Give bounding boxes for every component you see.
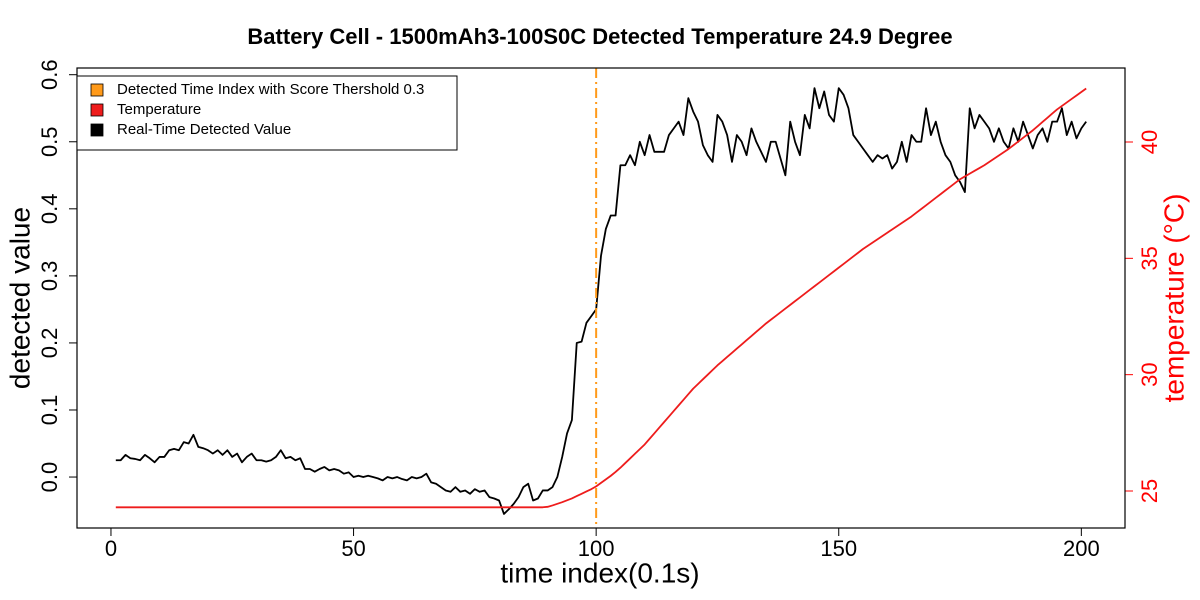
legend-swatch (90, 123, 104, 137)
y-tick-label: 0.3 (37, 261, 62, 292)
legend-label: Temperature (117, 101, 201, 118)
y2-tick-label: 30 (1137, 362, 1162, 386)
x-axis-label: time index(0.1s) (500, 557, 699, 588)
plot-frame (76, 67, 1126, 529)
series-line (115, 87, 1087, 515)
y-tick-label: 0.0 (37, 462, 62, 493)
series-line (115, 87, 1087, 509)
y2-axis-label: temperature (°C) (1158, 194, 1189, 403)
legend-box (76, 75, 458, 151)
y-tick-label: 0.5 (37, 126, 62, 157)
y-tick-label: 0.4 (37, 194, 62, 225)
x-tick-label: 100 (578, 536, 615, 561)
y-tick-label: 0.2 (37, 328, 62, 359)
legend-label: Detected Time Index with Score Thershold… (117, 81, 424, 98)
legend-swatch (90, 83, 104, 97)
legend-label: Real-Time Detected Value (117, 121, 291, 138)
x-tick-label: 200 (1063, 536, 1100, 561)
chart-title: Battery Cell - 1500mAh3-100S0C Detected … (247, 24, 952, 49)
y-tick-label: 0.6 (37, 59, 62, 90)
y2-tick-label: 40 (1137, 130, 1162, 154)
y2-tick-label: 25 (1137, 479, 1162, 503)
legend-swatch (90, 103, 104, 117)
x-tick-label: 50 (341, 536, 365, 561)
y-tick-label: 0.1 (37, 395, 62, 426)
x-tick-label: 0 (105, 536, 117, 561)
x-tick-label: 150 (820, 536, 857, 561)
y-axis-label: detected value (4, 207, 35, 389)
y2-tick-label: 35 (1137, 246, 1162, 270)
